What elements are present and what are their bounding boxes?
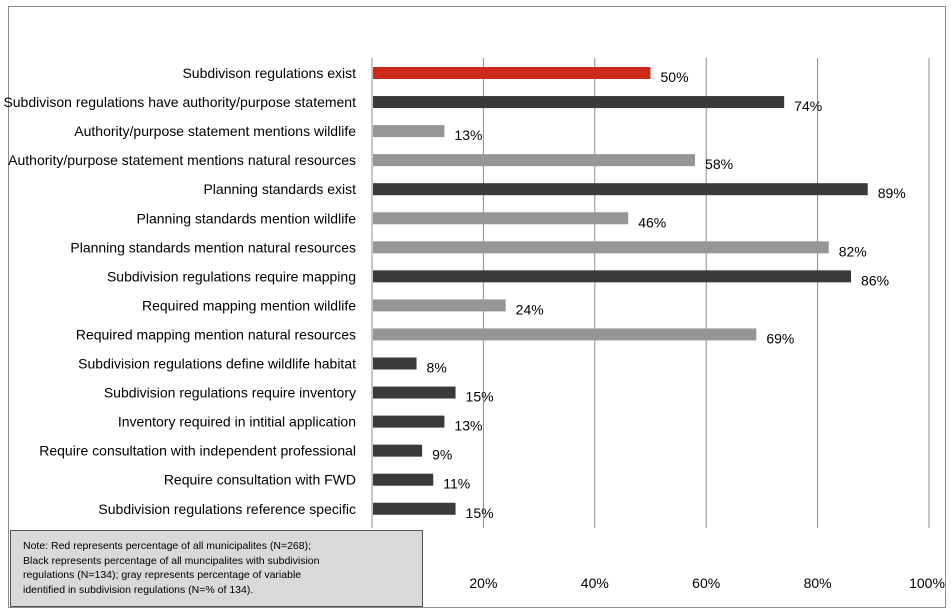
note-line: Note: Red represents percentage of all m… [23, 540, 312, 552]
x-tick-label: 20% [469, 575, 497, 591]
data-label: 89% [878, 185, 906, 201]
category-label: Planning standards mention natural resou… [70, 239, 356, 255]
data-label: 15% [466, 389, 494, 405]
data-label: 11% [443, 476, 470, 492]
label-clip-mask [9, 198, 369, 207]
data-label: 69% [766, 330, 794, 346]
data-label: 82% [839, 243, 867, 259]
bar [373, 67, 651, 79]
category-label: Authority/purpose statement mentions nat… [8, 152, 356, 168]
bar [373, 357, 417, 370]
note-line: identified in subdivision regulations (N… [23, 583, 254, 596]
label-clip-mask [9, 517, 369, 526]
bar [373, 154, 696, 167]
bar [373, 125, 445, 138]
bar [373, 299, 506, 312]
bar [373, 96, 785, 109]
bar [373, 183, 868, 196]
category-label: Require consultation with independent pr… [39, 443, 356, 459]
category-label: Subdivision regulations require inventor… [104, 385, 356, 401]
bar [373, 415, 445, 428]
bar [373, 386, 456, 399]
label-clip-mask [9, 169, 369, 178]
label-clip-mask [9, 488, 369, 497]
bar [373, 328, 757, 341]
data-label: 86% [861, 272, 889, 288]
x-tick-label: 100% [909, 575, 945, 591]
category-label: Require consultation with FWD [164, 472, 356, 488]
note-line: regulations (N=134); gray represents per… [23, 569, 302, 581]
chart-frame [8, 6, 946, 608]
category-label: Inventory required in intitial applicati… [118, 414, 356, 430]
data-label: 13% [454, 127, 482, 143]
category-label: Subdivision regulations require mapping [107, 268, 356, 284]
label-clip-mask [9, 285, 369, 294]
label-clip-mask [9, 430, 369, 439]
bar [373, 270, 852, 283]
category-label: Required mapping mention natural resourc… [76, 326, 356, 342]
data-label: 8% [427, 360, 447, 376]
bar [373, 473, 434, 486]
note-box: Note: Red represents percentage of all m… [10, 530, 423, 607]
note-line: Black represents percentage of all munci… [23, 554, 320, 567]
x-tick-label: 60% [692, 575, 720, 591]
data-label: 9% [432, 447, 452, 463]
label-clip-mask [9, 459, 369, 468]
label-clip-mask [9, 227, 369, 236]
label-clip-mask [9, 140, 369, 149]
bar [373, 502, 456, 515]
label-clip-mask [9, 343, 369, 352]
category-label: Subdivision regulations define wildlife … [78, 356, 356, 372]
data-label: 58% [705, 156, 733, 172]
data-label: 50% [661, 69, 689, 85]
data-label: 15% [466, 505, 494, 521]
label-clip-mask [9, 401, 369, 410]
label-clip-mask [9, 372, 369, 381]
bar [373, 241, 829, 254]
bar [373, 212, 629, 225]
data-label: 13% [454, 418, 482, 434]
label-clip-mask [9, 314, 369, 323]
label-clip-mask [9, 256, 369, 265]
category-label: Planning standards exist [203, 181, 356, 197]
category-label: Subdivison regulations have authority/pu… [3, 94, 356, 110]
category-label: Subdivison regulations exist [182, 65, 356, 81]
x-tick-label: 80% [804, 575, 832, 591]
category-label: Required mapping mention wildlife [142, 297, 356, 313]
label-clip-mask [9, 82, 369, 91]
category-label: Authority/purpose statement mentions wil… [74, 123, 356, 139]
label-clip-mask [9, 111, 369, 120]
data-label: 46% [638, 214, 666, 230]
data-label: 24% [516, 301, 544, 317]
x-tick-label: 40% [581, 575, 609, 591]
bar [373, 444, 423, 457]
data-label: 74% [794, 98, 822, 114]
category-label: Subdivision regulations reference specif… [98, 501, 356, 517]
category-label: Planning standards mention wildlife [137, 210, 357, 226]
